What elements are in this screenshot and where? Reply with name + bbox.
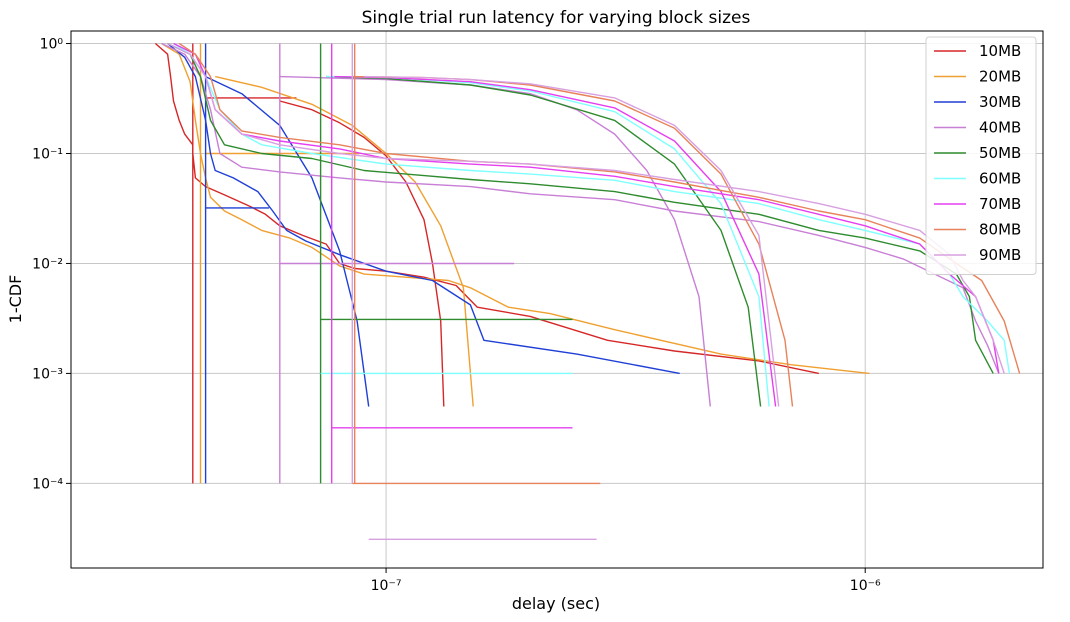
series-line [205, 75, 370, 407]
plot-area [154, 42, 1021, 540]
axis-ticks: 10⁰ 10⁻¹ 10⁻² 10⁻³ 10⁻⁴ 10⁻⁷ 10⁻⁶ [32, 37, 881, 594]
x-tick-label: 10⁻⁷ [371, 578, 402, 594]
y-tick-label: 10⁻⁴ [32, 476, 63, 492]
x-axis-label: delay (sec) [512, 594, 600, 613]
legend-label: 20MB [979, 68, 1021, 86]
legend-label: 70MB [979, 195, 1021, 213]
series-line [167, 42, 994, 374]
legend-label: 80MB [979, 221, 1021, 239]
series-line [364, 75, 780, 407]
x-tick-label: 10⁻⁶ [850, 578, 881, 594]
legend: 10MB 20MB 30MB 40MB 50MB 60MB 70MB 80MB 90MB [925, 36, 1037, 275]
y-tick-label: 10⁻² [32, 256, 63, 272]
series-line [334, 75, 777, 407]
series-60mb [173, 42, 1011, 407]
series-line [326, 75, 770, 407]
series-90mb [167, 42, 1005, 540]
series-line [326, 75, 762, 407]
y-tick-label: 10⁻³ [32, 366, 63, 382]
legend-label: 90MB [979, 246, 1021, 264]
y-tick-label: 10⁰ [40, 37, 64, 53]
series-line [161, 42, 1000, 374]
legend-label: 50MB [979, 144, 1021, 162]
legend-label: 30MB [979, 93, 1021, 111]
chart-title: Single trial run latency for varying blo… [362, 8, 751, 28]
legend-label: 40MB [979, 119, 1021, 137]
legend-label: 10MB [979, 42, 1021, 60]
series-line [173, 42, 1011, 374]
legend-frame [925, 36, 1037, 275]
series-line [279, 100, 445, 407]
series-line [178, 42, 1021, 374]
plot-frame [70, 30, 1044, 569]
y-axis-label: 1-CDF [6, 275, 25, 324]
y-tick-label: 10⁻¹ [32, 146, 63, 162]
legend-label: 60MB [979, 170, 1021, 188]
